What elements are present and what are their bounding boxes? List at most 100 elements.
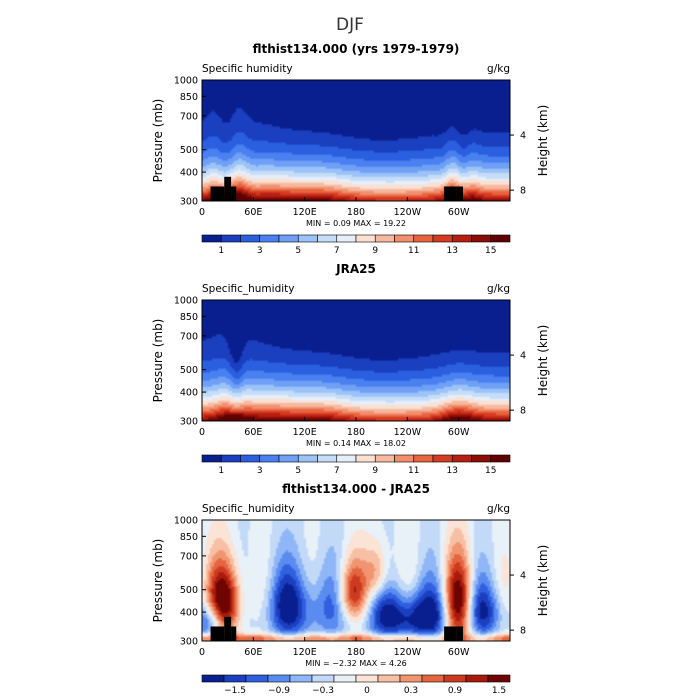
y-tick-label: 500 (180, 585, 198, 596)
colorbar-swatch (223, 674, 247, 683)
colorbar-swatch (355, 234, 376, 243)
min-max-stats: MIN = 0.09 MAX = 19.22 (306, 219, 406, 228)
panel-title: flthist134.000 (yrs 1979-1979) (253, 42, 460, 56)
colorbar-swatch (201, 234, 222, 243)
colorbar-swatch (278, 454, 299, 463)
colorbar-swatch (374, 234, 395, 243)
y-tick-label: 300 (180, 417, 198, 428)
x-tick-label: 60E (244, 647, 262, 658)
colorbar-swatch (311, 674, 335, 683)
topography-block (444, 186, 457, 201)
colorbar-label: 0.3 (404, 686, 418, 696)
y-axis-label: Pressure (mb) (151, 539, 165, 623)
colorbar-label: 3 (257, 466, 263, 476)
x-tick-label: 180 (347, 647, 365, 658)
colorbar-label: 7 (334, 466, 340, 476)
x-tick-label: 120E (293, 207, 317, 218)
right-tick-label: 8 (520, 186, 526, 197)
colorbar-label: 1 (218, 466, 224, 476)
x-tick-label: 120E (293, 427, 317, 438)
unit-label: g/kg (487, 283, 510, 295)
colorbar-label: 11 (408, 246, 419, 256)
y-axis-label: Pressure (mb) (151, 99, 165, 183)
right-tick-label: 4 (520, 351, 526, 362)
colorbar-label: 1.5 (492, 686, 506, 696)
colorbar-label: 0.9 (448, 686, 463, 696)
x-tick-label: 60W (448, 207, 470, 218)
colorbar-swatch (317, 454, 338, 463)
x-tick-label: 180 (347, 207, 365, 218)
y-tick-label: 300 (180, 637, 198, 648)
panel-3: flthist134.000 - JRA25 Specific_humidity g… (151, 482, 550, 696)
unit-label: g/kg (487, 63, 510, 75)
y-tick-label: 1000 (174, 296, 198, 307)
colorbar-swatch (443, 674, 467, 683)
colorbar-swatch (220, 454, 241, 463)
right-tick-label: 8 (520, 406, 526, 417)
x-tick-label: 60E (244, 207, 262, 218)
colorbar-swatch (374, 454, 395, 463)
y-tick-label: 400 (180, 388, 198, 399)
x-tick-label: 0 (199, 207, 205, 218)
colorbar-swatch (278, 234, 299, 243)
variable-label: Specific_humidity (202, 503, 295, 515)
colorbar-swatch (259, 234, 280, 243)
colorbar-label: −0.9 (268, 686, 290, 696)
right-axis-label: Height (km) (536, 325, 550, 396)
colorbar-swatch (267, 674, 291, 683)
colorbar-swatch (201, 674, 225, 683)
colorbar-swatch (297, 454, 318, 463)
topography-block (231, 186, 237, 201)
colorbar-swatch (240, 454, 261, 463)
min-max-stats: MIN = −2.32 MAX = 4.26 (305, 659, 407, 668)
topography-block (456, 186, 463, 201)
y-tick-label: 300 (180, 197, 198, 208)
unit-label: g/kg (487, 503, 510, 515)
colorbar-label: 9 (372, 246, 378, 256)
colorbar-swatch (245, 674, 269, 683)
colorbar-swatch (394, 234, 415, 243)
colorbar-swatch (297, 234, 318, 243)
y-tick-label: 1000 (174, 516, 198, 527)
colorbar-swatch (465, 674, 489, 683)
colorbar-swatch (451, 454, 472, 463)
colorbar-swatch (289, 674, 313, 683)
colorbar-swatch (490, 234, 511, 243)
x-tick-label: 60W (448, 647, 470, 658)
panels: flthist134.000 (yrs 1979-1979) Specific h… (151, 42, 550, 696)
colorbar-label: 1 (218, 246, 224, 256)
right-tick-label: 8 (520, 626, 526, 637)
colorbar-label: 11 (408, 466, 419, 476)
x-tick-label: 120W (394, 207, 422, 218)
x-tick-label: 60E (244, 427, 262, 438)
colorbar-swatch (336, 454, 357, 463)
colorbar-swatch (451, 234, 472, 243)
y-tick-label: 850 (180, 532, 198, 543)
colorbar-swatch (220, 234, 241, 243)
field-image (202, 300, 510, 421)
x-tick-label: 180 (347, 427, 365, 438)
colorbar-swatch (355, 674, 379, 683)
colorbar-swatch (201, 454, 222, 463)
y-tick-label: 400 (180, 608, 198, 619)
topography-block (231, 626, 237, 641)
season-title: DJF (336, 15, 364, 35)
colorbar-swatch (432, 454, 453, 463)
colorbar-swatch (336, 234, 357, 243)
topography-block (444, 626, 457, 641)
colorbar-swatch (240, 234, 261, 243)
colorbar-label: 9 (372, 466, 378, 476)
colorbar-label: −1.5 (224, 686, 246, 696)
x-tick-label: 120W (394, 647, 422, 658)
colorbar-swatch (413, 234, 434, 243)
colorbar-label: −0.3 (312, 686, 334, 696)
right-tick-label: 4 (520, 571, 526, 582)
x-tick-label: 120E (293, 647, 317, 658)
field-image (202, 80, 510, 201)
x-tick-label: 60W (448, 427, 470, 438)
variable-label: Specific humidity (202, 63, 293, 75)
colorbar-swatch (413, 454, 434, 463)
right-axis-label: Height (km) (536, 105, 550, 176)
right-tick-label: 4 (520, 131, 526, 142)
